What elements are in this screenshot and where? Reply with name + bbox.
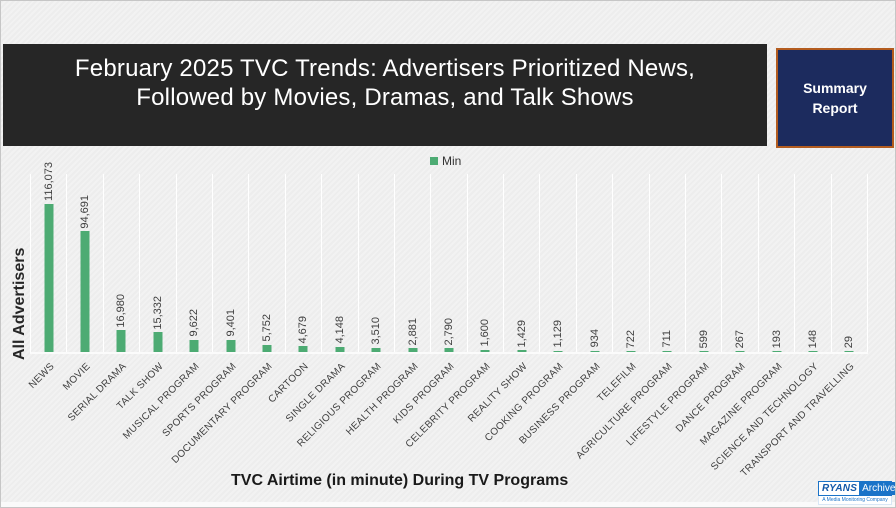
bar (808, 351, 818, 352)
bar-value-label: 2,881 (406, 317, 419, 346)
bar-value-label: 3,510 (370, 317, 383, 345)
bar-value-label: 148 (806, 329, 819, 348)
bar-value-label: 5,752 (261, 314, 274, 342)
bar-value-label: 15,332 (151, 295, 164, 330)
bar-slot: 15,332 TALK SHOW (115, 174, 177, 412)
bar-value-label: 16,980 (115, 293, 128, 328)
bar (590, 350, 600, 352)
bottom-strip (1, 502, 895, 507)
title-banner: February 2025 TVC Trends: Advertisers Pr… (3, 44, 767, 146)
chart-legend: Min (430, 154, 461, 168)
bar-value-label: 711 (661, 330, 674, 348)
bar-value-label: 94,691 (79, 194, 92, 229)
bar-value-label: 2,790 (442, 317, 455, 346)
bar-value-label: 934 (588, 329, 601, 348)
bar-slot: 722 TELEFILM (595, 174, 650, 404)
page-title-line-1: February 2025 TVC Trends: Advertisers Pr… (74, 55, 696, 82)
page-title-line-2: Followed by Movies, Dramas, and Talk Sho… (136, 84, 634, 111)
legend-label: Min (442, 154, 462, 168)
bar (772, 351, 781, 352)
bar-value-label: 29 (843, 335, 856, 348)
bar-slot: 711 AGRICULTURE PROGRAM (575, 174, 687, 461)
bar-slot: 16,980 SERIAL DRAMA (67, 174, 141, 424)
bar (189, 339, 199, 352)
bar-value-label: 9,622 (188, 309, 201, 337)
bar (298, 346, 308, 352)
y-axis-title: All Advertisers (11, 247, 28, 360)
bar-value-label: 267 (734, 329, 747, 348)
bar (553, 350, 563, 352)
bar-slot: 3,510 RELIGIOUS PROGRAM (296, 174, 395, 449)
plot-area: 116,073 NEWS 94,691 MOVIE 16,980 SERIAL DRAMA… (27, 162, 868, 479)
bar-slot: 2,790 KIDS PROGRAM (391, 174, 468, 426)
bar (226, 340, 236, 352)
bar (444, 348, 454, 352)
bar (517, 350, 527, 352)
bar-value-label: 116,073 (42, 162, 55, 201)
bar-value-label: 1,129 (552, 320, 565, 348)
bar-slot: 934 BUSINESS PROGRAM (517, 174, 614, 446)
bar-value-label: 4,679 (297, 315, 310, 344)
bar-value-label: 1,600 (479, 319, 492, 347)
bar (662, 351, 672, 352)
bar (80, 231, 90, 352)
legend-swatch-icon (430, 157, 438, 165)
bar (262, 344, 272, 352)
bar-slot: 94,691 MOVIE (61, 174, 104, 393)
bar (116, 330, 126, 352)
bar-value-label: 9,401 (224, 309, 237, 338)
bar (480, 349, 490, 352)
x-axis-title: TVC Airtime (in minute) During TV Progra… (231, 472, 569, 489)
bar-slot: 4,679 CARTOON (267, 174, 323, 405)
logo-row: RYANS Archive (818, 481, 895, 496)
bar-value-label: 722 (624, 329, 637, 348)
bar (335, 346, 345, 352)
bar-slot: 1,600 CELEBRITY PROGRAM (404, 174, 505, 450)
bar-slot: 1,429 REALITY SHOW (466, 174, 541, 425)
bar-slot: 2,881 HEALTH PROGRAM (344, 174, 432, 438)
logo-product: Archive (859, 482, 895, 495)
bar-value-label: 599 (697, 329, 710, 348)
bar (626, 351, 636, 352)
bar (44, 204, 54, 352)
bar-slot: 9,401 SPORTS PROGRAM (160, 174, 250, 439)
bar (699, 351, 709, 352)
bar (408, 348, 418, 352)
bar (735, 351, 745, 352)
summary-report-button[interactable]: Summary Report (776, 48, 894, 148)
bar-slot: 599 LIFESTYLE PROGRAM (624, 174, 723, 448)
bar-slot: 267 DANCE PROGRAM (674, 174, 759, 435)
bar-slot: 193 MAGAZINE PROGRAM (698, 174, 796, 448)
bar (371, 347, 381, 352)
bar-slot: 4,148 SINGLE DRAMA (284, 174, 359, 425)
bar-value-label: 1,429 (515, 319, 528, 348)
bar-slot: 9,622 MUSICAL PROGRAM (121, 174, 213, 442)
bar (844, 351, 854, 352)
bar-slot: 5,752 DOCUMENTARY PROGRAM (170, 174, 286, 466)
logo-brand: RYANS (819, 482, 860, 495)
bar-value-label: 193 (770, 329, 783, 348)
bar (153, 332, 163, 352)
bar-slot: 148 SCIENCE AND TECHNOLOGY (709, 174, 832, 473)
bar-slot: 116,073 NEWS (27, 162, 68, 391)
logo-tagline: A Media Monitoring Company (818, 496, 892, 505)
bar-value-label: 4,148 (333, 316, 346, 344)
ryans-archive-logo: RYANS Archive A Media Monitoring Company (818, 481, 895, 505)
bar-slot: 29 TRANSPORT AND TRAVELLING (739, 174, 868, 479)
bar-slot: 1,129 COOKING PROGRAM (483, 174, 577, 444)
